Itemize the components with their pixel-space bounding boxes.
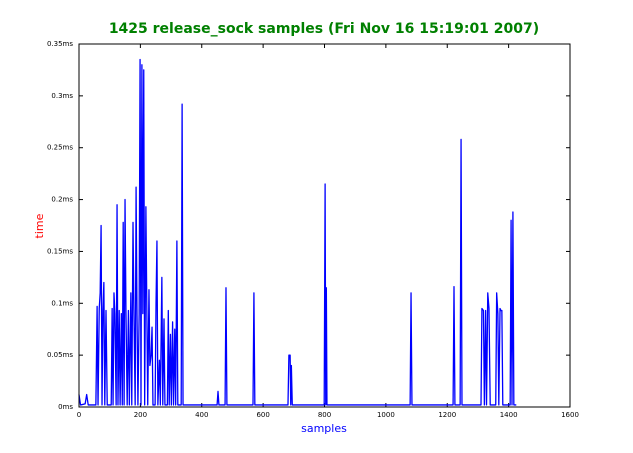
x-tick-label: 600 [256, 411, 269, 419]
x-tick-label: 1000 [377, 411, 395, 419]
y-tick-label: 0.15ms [47, 247, 73, 255]
x-tick-label: 1400 [500, 411, 518, 419]
y-tick-label: 0.05ms [47, 351, 73, 359]
x-axis-label: samples [301, 422, 347, 435]
x-tick-label: 1200 [438, 411, 456, 419]
x-tick-label: 800 [318, 411, 331, 419]
x-tick-label: 1600 [561, 411, 579, 419]
chart-title: 1425 release_sock samples (Fri Nov 16 15… [109, 21, 539, 37]
x-tick-label: 200 [134, 411, 147, 419]
y-axis-label: time [33, 213, 46, 238]
y-tick-label: 0.1ms [51, 299, 73, 307]
y-tick-label: 0.35ms [47, 40, 73, 48]
y-tick-label: 0.25ms [47, 144, 73, 152]
plot-frame [78, 43, 571, 408]
data-line [78, 58, 517, 406]
y-tick-label: 0.3ms [51, 92, 73, 100]
x-tick-label: 0 [77, 411, 81, 419]
x-tick-label: 400 [195, 411, 208, 419]
y-tick-label: 0.2ms [51, 196, 73, 204]
y-tick-label: 0ms [58, 403, 73, 411]
